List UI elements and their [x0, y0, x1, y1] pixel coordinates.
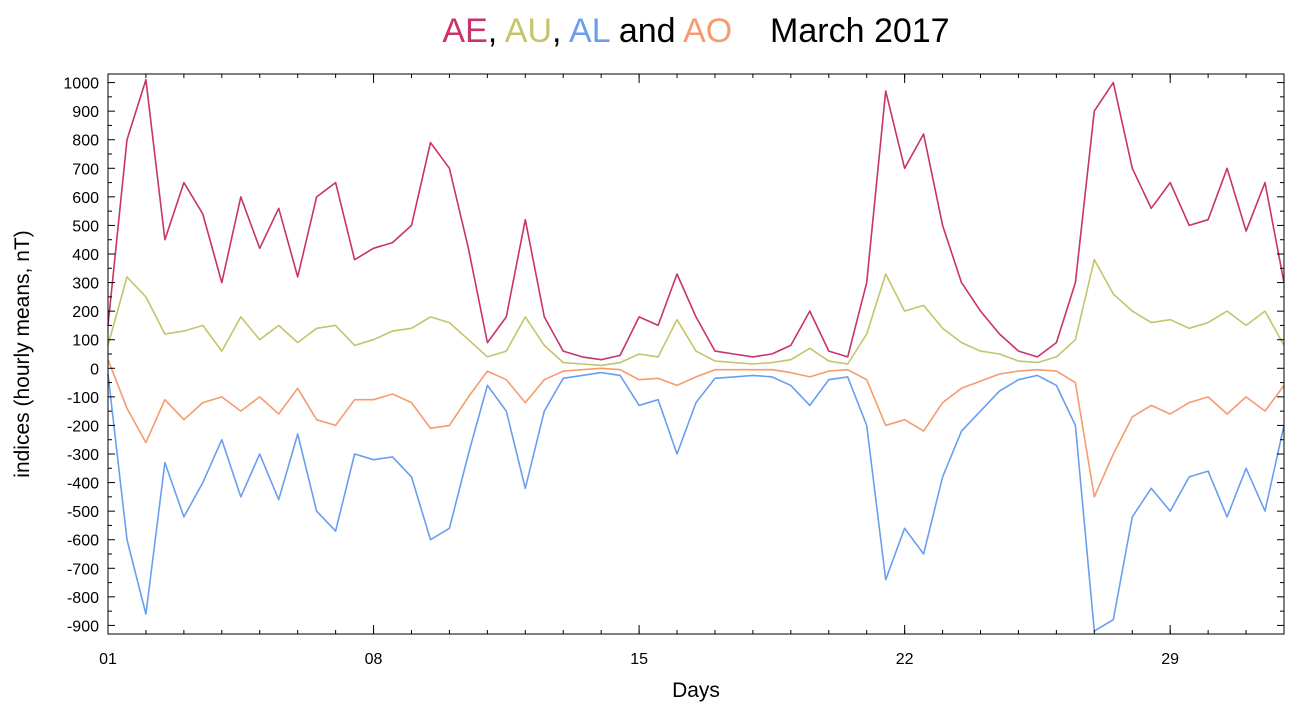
y-tick-label: 800 [72, 133, 99, 150]
title-part: , [488, 12, 505, 50]
title-part: March 2017 [732, 12, 949, 50]
y-tick-label: -500 [67, 504, 99, 521]
x-tick-label: 01 [99, 651, 117, 668]
title-part: AO [683, 12, 732, 50]
title-part: AU [505, 12, 552, 50]
y-tick-label: 600 [72, 190, 99, 207]
x-tick-label: 29 [1161, 651, 1179, 668]
y-tick-label: 900 [72, 104, 99, 121]
series-layer [107, 78, 1285, 632]
y-tick-label: 500 [72, 218, 99, 235]
series-line-al [107, 371, 1285, 632]
title-part: , [552, 12, 569, 50]
y-tick-label: 300 [72, 276, 99, 293]
x-axis-title: Days [672, 679, 720, 702]
y-tick-label: 200 [72, 304, 99, 321]
series-line-ao [107, 359, 1285, 498]
y-tick-label: 100 [72, 333, 99, 350]
title-part: and [609, 12, 683, 50]
plot-frame [107, 73, 1285, 635]
title-part: AL [569, 12, 610, 50]
y-tick-label: -400 [67, 476, 99, 493]
y-tick-label: -300 [67, 447, 99, 464]
chart-title: AE, AU, AL and AO March 2017 [442, 12, 949, 50]
y-tick-label: -900 [67, 618, 99, 635]
y-tick-label: -100 [67, 390, 99, 407]
y-tick-label: 400 [72, 247, 99, 264]
ticks-layer: 10009008007006005004003002001000-100-200… [63, 74, 1285, 668]
y-tick-label: -800 [67, 590, 99, 607]
y-tick-label: -700 [67, 561, 99, 578]
y-tick-label: 1000 [63, 76, 99, 93]
y-tick-label: -200 [67, 418, 99, 435]
y-tick-label: -600 [67, 533, 99, 550]
x-tick-label: 22 [896, 651, 914, 668]
x-tick-label: 08 [365, 651, 383, 668]
y-tick-label: 700 [72, 161, 99, 178]
x-tick-label: 15 [630, 651, 648, 668]
y-tick-label: 0 [90, 361, 99, 378]
series-line-ae [107, 78, 1285, 361]
y-axis-title: indices (hourly means, nT) [11, 230, 34, 477]
series-line-au [107, 258, 1285, 367]
title-part: AE [442, 12, 487, 50]
